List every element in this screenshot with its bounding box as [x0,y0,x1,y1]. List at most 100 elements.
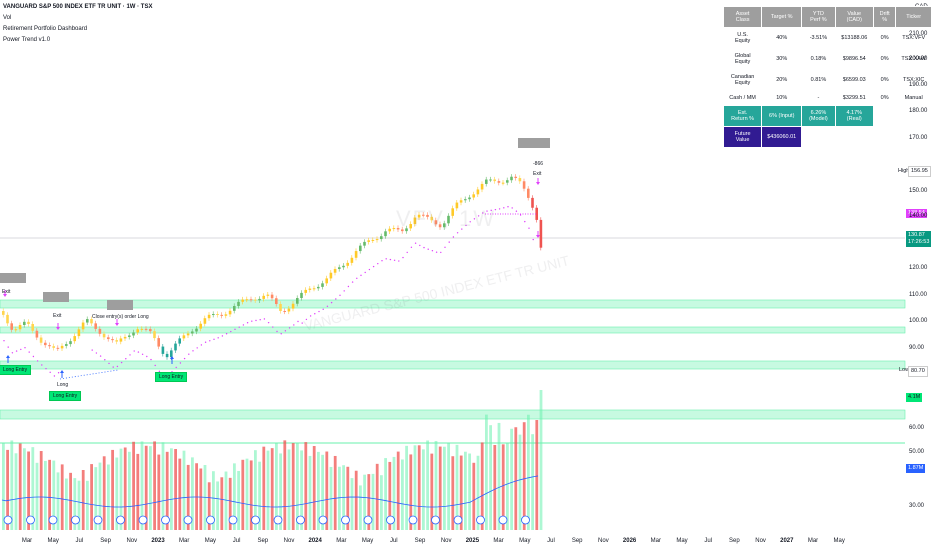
price-tick-label: 150.00 [909,188,928,194]
trail-dot [188,353,190,355]
trail-dot [482,212,484,214]
trail-dot [356,277,358,280]
candle [396,228,400,230]
volume-bar [2,442,5,530]
volume-bar [144,445,148,530]
indicator-volume[interactable]: Vol [3,15,12,21]
time-tick-label: Mar [21,538,33,544]
candle [90,319,93,324]
trail-dot [427,248,429,250]
candle [489,179,492,181]
candle [401,229,404,232]
trail-dot [381,260,383,262]
candle [333,269,337,273]
indicator-retirement-dashboard[interactable]: Retirement Portfolio Dashboard [3,26,88,32]
trail-dot [204,341,207,343]
trail-dot [330,301,333,304]
candle [291,303,295,309]
table-cell: Cash / MM [722,90,763,106]
candle [44,342,47,346]
trail-dot [314,313,316,315]
volume-bar [27,451,30,530]
volume-bar [90,464,93,530]
trail-dot [456,232,459,234]
trail-dot [200,344,203,346]
candle [426,214,429,217]
trail-dot [515,210,518,212]
stop-line [59,369,119,380]
volume-bar [123,447,127,530]
candle [86,319,89,323]
time-tick-label: May [204,538,217,544]
symbol-title[interactable]: VANGUARD S&P 500 INDEX ETF TR UNIT · 1W … [3,4,153,10]
trade-flag [0,273,26,283]
volume-bar [220,477,224,530]
dividend-icon [408,515,418,525]
trail-dot [339,294,341,296]
candle [107,337,110,340]
trail-dot [53,375,56,377]
volume-bar [6,449,9,530]
volume-bar [233,463,236,530]
candle [102,333,106,338]
trail-dot [288,327,291,329]
candle [510,176,513,181]
long-arrow-icon [60,370,64,378]
table-cell: $436060.01 [761,126,803,148]
last-price-tag[interactable]: 130.87 17:26:53 [906,231,932,247]
exit-label: Exit [53,313,62,319]
volume-bar [52,460,56,530]
candle [388,228,391,232]
close-entries-label: Close entry(s) order Long [92,314,149,320]
volume-bar [170,448,173,530]
candle [392,228,396,230]
candle [501,182,505,184]
candle [380,236,383,240]
time-tick-label: Sep [257,538,269,544]
time-tick-label: Mar [650,538,661,544]
volume-bar [539,390,543,530]
trail-dot [293,324,295,326]
volume-bar [325,451,329,530]
trail-dot [255,319,257,322]
table-cell: - [801,90,836,106]
candle [136,329,139,333]
candle [207,314,211,319]
volume-bar [493,445,497,530]
trail-dot [28,351,30,353]
long-label: Long [57,382,69,388]
table-cell: 10% [761,90,803,106]
high-label: High [898,168,910,174]
trail-dot [15,350,18,352]
dividend-icon [138,515,148,525]
volume-bar [291,443,295,530]
trail-dot [305,318,308,321]
candle [140,328,144,330]
dividend-icon [318,515,328,525]
candle [119,338,123,342]
volume-bar [417,445,421,530]
time-tick-label: Sep [414,538,426,544]
long-entry-tag: Long Entry [49,391,82,401]
table-row: U.S. Equity 40% -3.51% $13188.06 0% TSX:… [722,27,932,49]
trail-dot [532,238,534,241]
table-row: Global Equity 30% 0.18% $9896.54 0% TSX:… [722,48,932,70]
volume-bar [31,447,35,530]
volume-bar [363,474,366,530]
exit-value-label: -866 [533,161,544,167]
trail-dot [398,260,400,262]
dividend-icon [93,515,103,525]
table-cell: 0% [872,27,897,49]
price-tick-label: 60.00 [909,425,925,431]
time-tick-label: Jul [75,538,84,544]
indicator-power-trend[interactable]: Power Trend v1.0 [3,37,51,43]
trail-dot [175,366,177,369]
exit-arrow-icon [115,319,119,326]
volume-bar [304,442,308,530]
volume-bar [275,442,278,530]
dividend-icon [48,515,58,525]
trail-dot [423,246,425,249]
dividend-icon [363,515,373,525]
time-tick-label: Sep [729,538,740,544]
